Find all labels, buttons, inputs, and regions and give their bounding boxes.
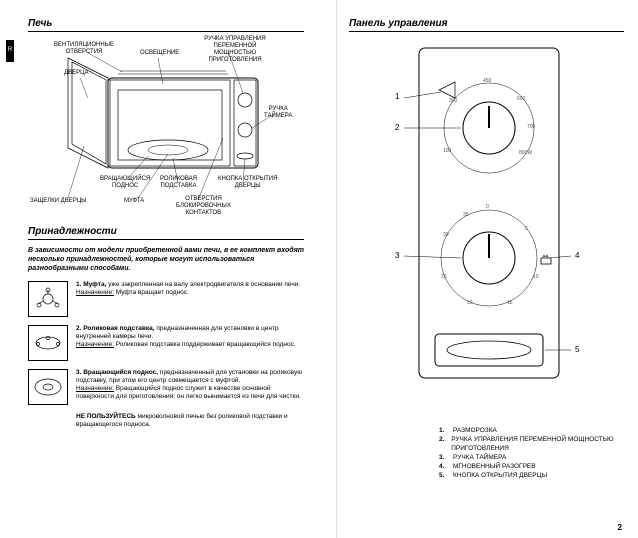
label-timer: РУЧКАТАЙМЕРА bbox=[264, 106, 292, 120]
accessories-list: 1. Муфта, уже закрепленная на валу элект… bbox=[28, 281, 304, 405]
panel-legend: 1.РАЗМОРОЗКА 2.РУЧКА УПРАВЛЕНИЯ ПЕРЕМЕНН… bbox=[439, 426, 624, 480]
panel-callout-num: 5 bbox=[575, 345, 579, 354]
timer-tick: 0 bbox=[486, 204, 489, 210]
coupler-icon bbox=[28, 281, 68, 317]
panel-callout-num: 4 bbox=[575, 251, 579, 260]
power-tick: 700 bbox=[527, 124, 535, 130]
page-right: Панель управления bbox=[336, 0, 636, 538]
control-panel-diagram: 100 300 450 600 700 800W 0 5 10 15 20 25… bbox=[349, 38, 625, 418]
accessory-row: 3. Вращающийся поднос, предназначенный д… bbox=[28, 369, 304, 405]
page-left: Печь bbox=[16, 0, 316, 538]
label-coupler: МУФТА bbox=[124, 198, 144, 205]
turntable-icon bbox=[28, 369, 68, 405]
label-latches: ЗАЩЕЛКИ ДВЕРЦЫ bbox=[30, 198, 86, 205]
label-tray: ВРАЩАЮЩИЙСЯПОДНОС bbox=[100, 176, 150, 190]
power-tick: 100 bbox=[443, 148, 451, 154]
timer-tick: 25 bbox=[441, 274, 447, 280]
timer-tick: 10 bbox=[533, 274, 539, 280]
page-number: 2 bbox=[618, 523, 622, 532]
accessory-row: 1. Муфта, уже закрепленная на валу элект… bbox=[28, 281, 304, 317]
timer-tick: 5 bbox=[525, 226, 528, 232]
timer-tick: 20 bbox=[467, 300, 473, 306]
power-tick: 800W bbox=[519, 150, 532, 156]
warning-text: НЕ ПОЛЬЗУЙТЕСЬ микроволновой печью без р… bbox=[76, 413, 304, 429]
accessory-row: 2. Роликовая подставка, предназначенная … bbox=[28, 325, 304, 361]
section-title-accessories: Принадлежности bbox=[28, 226, 304, 240]
power-tick: 600 bbox=[517, 96, 525, 102]
oven-diagram: ВЕНТИЛЯЦИОННЫЕОТВЕРСТИЯ ДВЕРЦА ОСВЕЩЕНИЕ… bbox=[28, 38, 304, 218]
section-title-oven: Печь bbox=[28, 18, 304, 32]
label-lockholes: ОТВЕРСТИЯБЛОКИРОВОЧНЫХКОНТАКТОВ bbox=[176, 196, 231, 217]
power-tick: 450 bbox=[483, 78, 491, 84]
section-title-panel: Панель управления bbox=[349, 18, 624, 32]
label-light: ОСВЕЩЕНИЕ bbox=[140, 50, 179, 57]
timer-tick: 30 bbox=[443, 232, 449, 238]
label-power: РУЧКА УПРАВЛЕНИЯПЕРЕМЕННОЙМОЩНОСТЬЮПРИГО… bbox=[200, 36, 270, 64]
timer-tick: 15 bbox=[507, 300, 513, 306]
label-openbtn: КНОПКА ОТКРЫТИЯДВЕРЦЫ bbox=[218, 176, 277, 190]
label-door: ДВЕРЦА bbox=[64, 70, 89, 77]
label-vent: ВЕНТИЛЯЦИОННЫЕОТВЕРСТИЯ bbox=[54, 42, 114, 56]
accessory-text: 1. Муфта, уже закрепленная на валу элект… bbox=[76, 281, 300, 317]
panel-callout-num: 3 bbox=[395, 251, 399, 260]
roller-icon bbox=[28, 325, 68, 361]
power-tick: 300 bbox=[449, 98, 457, 104]
accessory-text: 3. Вращающийся поднос, предназначенный д… bbox=[76, 369, 304, 405]
label-roller: РОЛИКОВАЯПОДСТАВКА bbox=[160, 176, 197, 190]
accessories-intro: В зависимости от модели приобретенной ва… bbox=[28, 246, 304, 273]
accessory-text: 2. Роликовая подставка, предназначенная … bbox=[76, 325, 304, 361]
side-tab: R bbox=[6, 40, 14, 62]
panel-callout-num: 2 bbox=[395, 123, 399, 132]
panel-callout-num: 1 bbox=[395, 92, 399, 101]
timer-tick: 35 bbox=[463, 212, 469, 218]
